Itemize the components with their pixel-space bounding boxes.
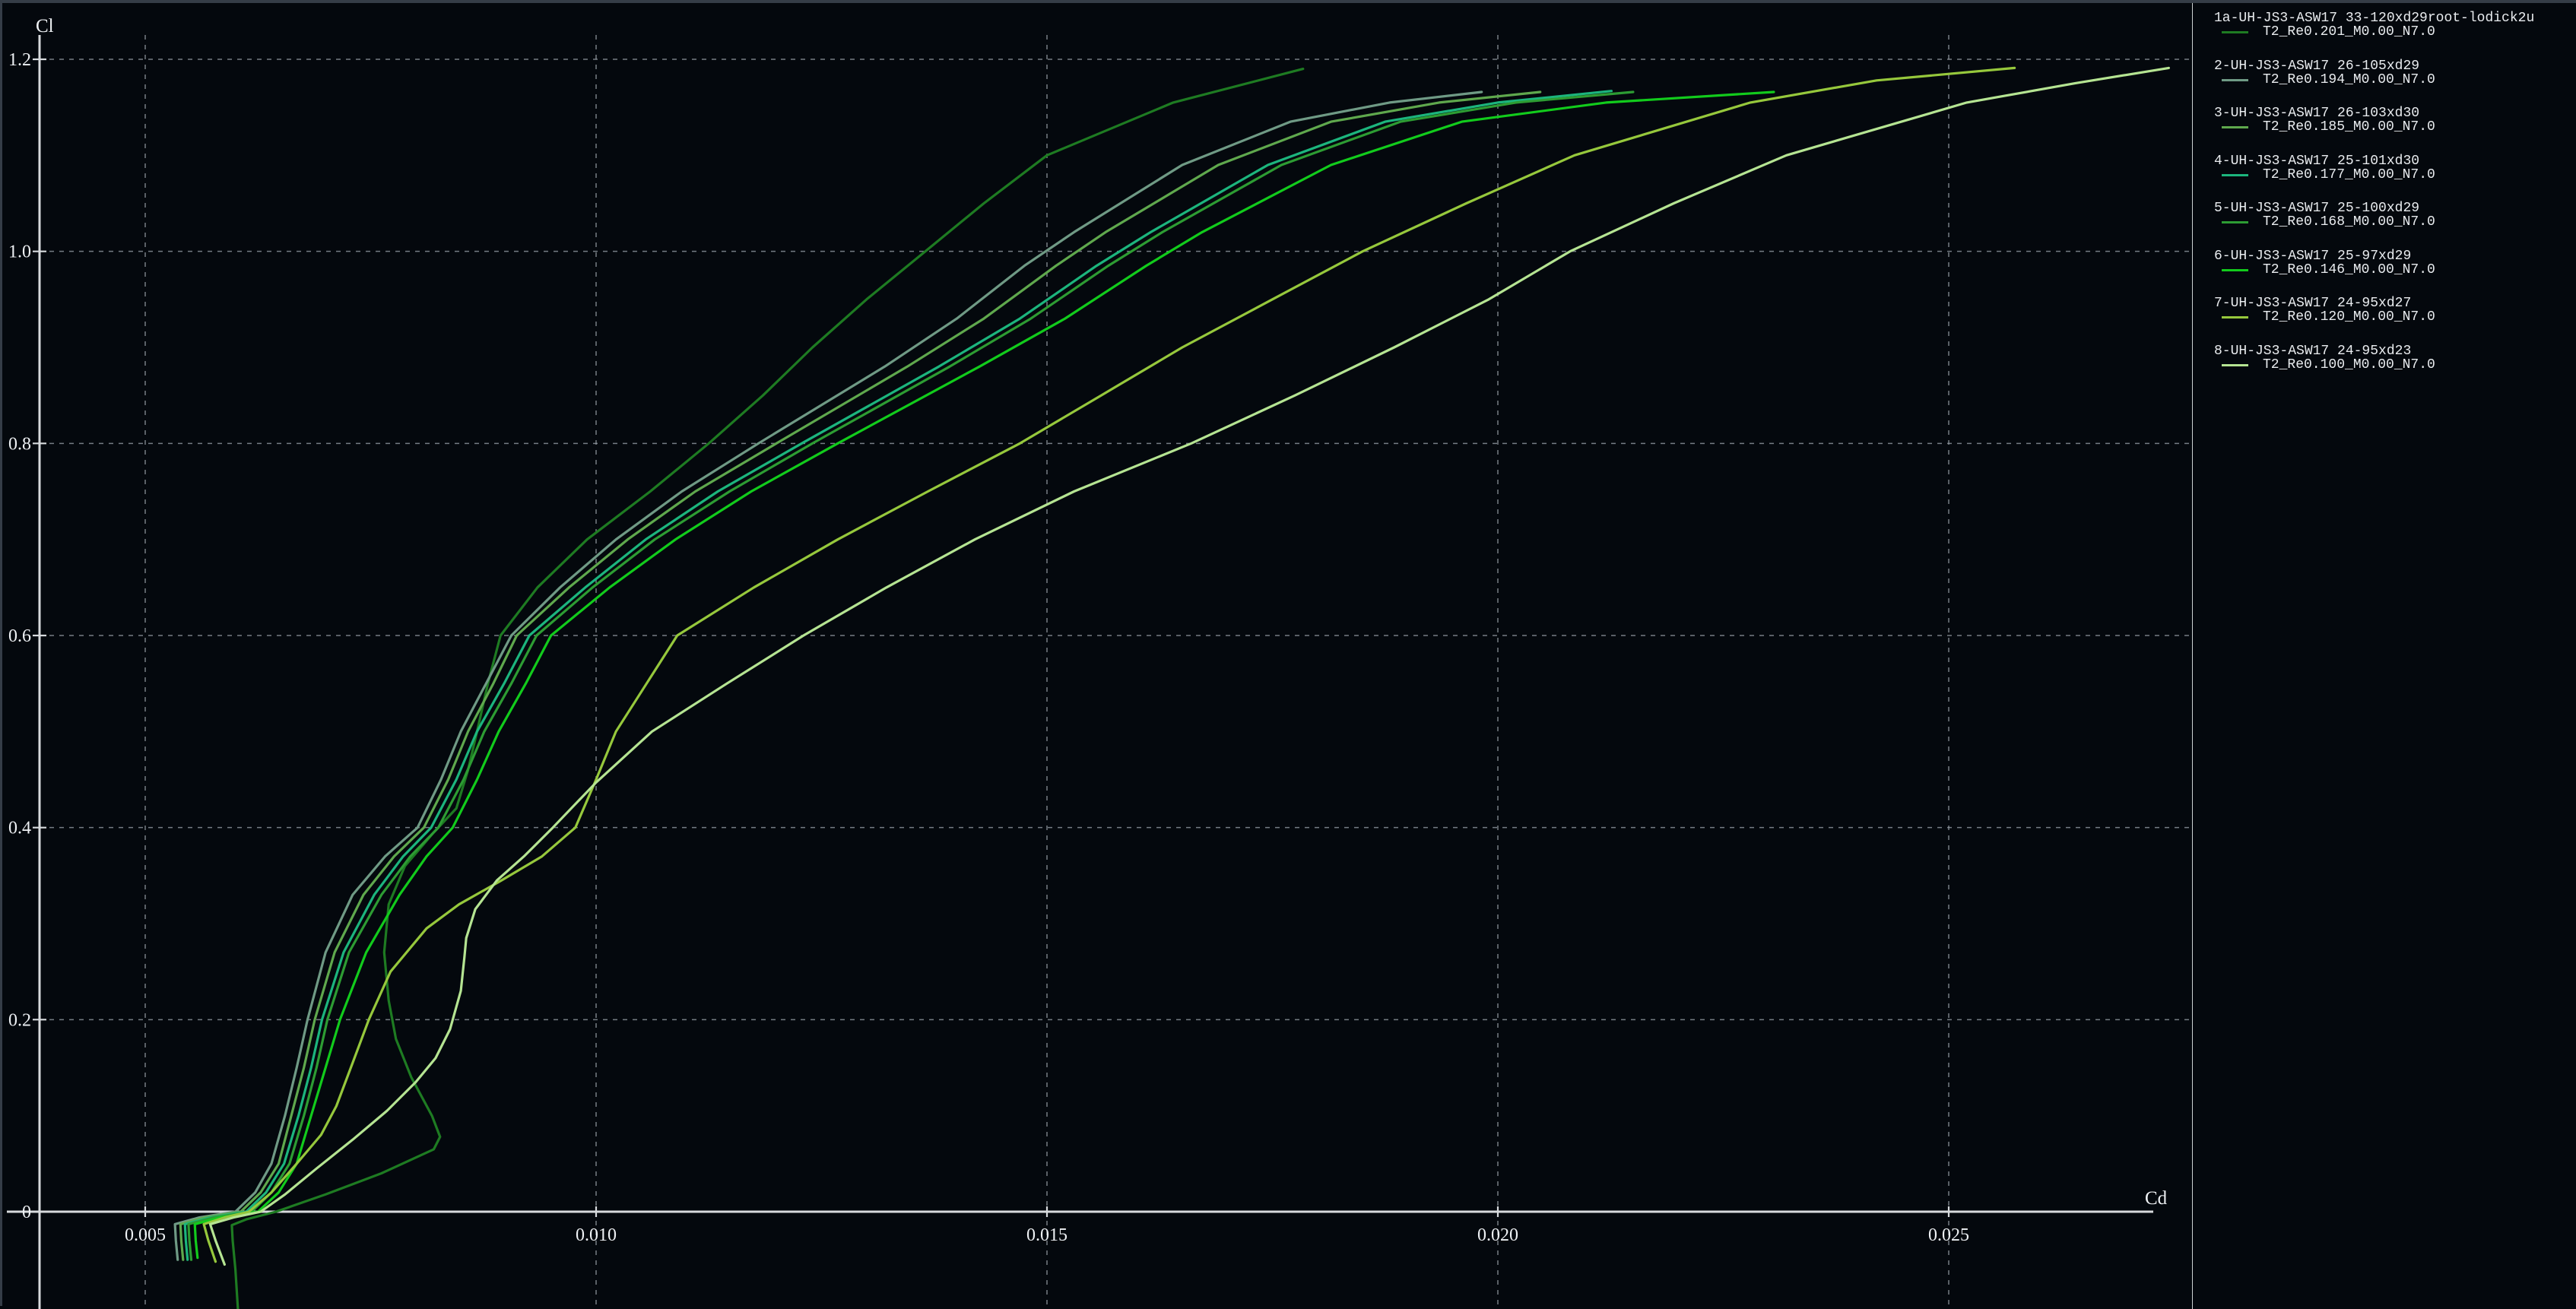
polar-curve-5 — [187, 90, 1635, 1261]
polar-curve-6 — [193, 90, 1775, 1260]
legend-entry: 5-UH-JS3-ASW17 25-100xd29 T2_Re0.168_M0.0… — [2193, 201, 2576, 246]
y-tick-label: 1.2 — [8, 50, 31, 70]
x-tick-label: 0.020 — [1477, 1225, 1518, 1245]
y-tick-label: 0.2 — [8, 1010, 31, 1030]
legend-color-swatch — [2222, 78, 2248, 81]
legend-series-name: 6-UH-JS3-ASW17 25-97xd29 — [2214, 248, 2412, 264]
y-tick-label: 1.0 — [8, 242, 31, 262]
cd-axis-label: Cd — [2145, 1188, 2168, 1209]
legend-panel: 1a-UH-JS3-ASW17 33-120xd29root-lodick2u T… — [2192, 3, 2576, 1309]
legend-analysis-label: T2_Re0.194_M0.00_N7.0 — [2263, 71, 2435, 87]
legend-series-name: 4-UH-JS3-ASW17 25-101xd30 — [2214, 153, 2420, 169]
x-tick-label: 0.025 — [1928, 1225, 1969, 1245]
legend-entry: 1a-UH-JS3-ASW17 33-120xd29root-lodick2u T… — [2193, 11, 2576, 56]
polar-curve-3 — [179, 90, 1542, 1261]
x-tick-label: 0.010 — [576, 1225, 617, 1245]
legend-entry: 3-UH-JS3-ASW17 26-103xd30 T2_Re0.185_M0.0… — [2193, 106, 2576, 151]
legend-series-name: 1a-UH-JS3-ASW17 33-120xd29root-lodick2u — [2214, 11, 2535, 26]
legend-color-swatch — [2222, 221, 2248, 223]
legend-color-swatch — [2222, 316, 2248, 319]
legend-entry: 8-UH-JS3-ASW17 24-95xd23 T2_Re0.100_M0.00… — [2193, 344, 2576, 389]
legend-analysis-label: T2_Re0.185_M0.00_N7.0 — [2263, 119, 2435, 135]
legend-color-swatch — [2222, 173, 2248, 176]
legend-series-name: 5-UH-JS3-ASW17 25-100xd29 — [2214, 201, 2420, 216]
y-tick-label: 0.4 — [8, 819, 31, 838]
legend-entry: 6-UH-JS3-ASW17 25-97xd29 T2_Re0.146_M0.00… — [2193, 249, 2576, 294]
legend-color-swatch — [2222, 363, 2248, 366]
y-tick-label: 0 — [22, 1203, 31, 1222]
legend-entry: 7-UH-JS3-ASW17 24-95xd27 T2_Re0.120_M0.00… — [2193, 296, 2576, 341]
polar-curve-8 — [208, 66, 2170, 1266]
legend-analysis-label: T2_Re0.177_M0.00_N7.0 — [2263, 166, 2435, 182]
legend-color-swatch — [2222, 268, 2248, 271]
legend-series-name: 8-UH-JS3-ASW17 24-95xd23 — [2214, 343, 2412, 359]
legend-entry: 2-UH-JS3-ASW17 26-105xd29 T2_Re0.194_M0.0… — [2193, 59, 2576, 104]
y-tick-label: 0.8 — [8, 434, 31, 454]
legend-analysis-label: T2_Re0.146_M0.00_N7.0 — [2263, 261, 2435, 277]
cl-axis-label: Cl — [36, 16, 54, 36]
legend-color-swatch — [2222, 31, 2248, 33]
polar-curve-4 — [183, 90, 1613, 1261]
polar-curve-2 — [173, 90, 1483, 1261]
y-tick-label: 0.6 — [8, 626, 31, 646]
legend-analysis-label: T2_Re0.100_M0.00_N7.0 — [2263, 357, 2435, 372]
polar-curve-1 — [230, 67, 1305, 1309]
legend-series-name: 7-UH-JS3-ASW17 24-95xd27 — [2214, 296, 2412, 311]
legend-series-name: 2-UH-JS3-ASW17 26-105xd29 — [2214, 58, 2420, 74]
x-tick-label: 0.005 — [125, 1225, 166, 1245]
polar-curve-7 — [202, 66, 2016, 1263]
x-tick-label: 0.015 — [1026, 1225, 1068, 1245]
legend-analysis-label: T2_Re0.168_M0.00_N7.0 — [2263, 214, 2435, 230]
legend-color-swatch — [2222, 126, 2248, 128]
legend-entry: 4-UH-JS3-ASW17 25-101xd30 T2_Re0.177_M0.0… — [2193, 154, 2576, 199]
legend-analysis-label: T2_Re0.120_M0.00_N7.0 — [2263, 309, 2435, 325]
polar-graph-canvas[interactable]: 0 0.2 0.4 0.6 0.8 1.0 1.2 0.005 0.010 0.015 0.020 0… — [2, 3, 2576, 1309]
legend-analysis-label: T2_Re0.201_M0.00_N7.0 — [2263, 24, 2435, 40]
legend-series-name: 3-UH-JS3-ASW17 26-103xd30 — [2214, 106, 2420, 121]
